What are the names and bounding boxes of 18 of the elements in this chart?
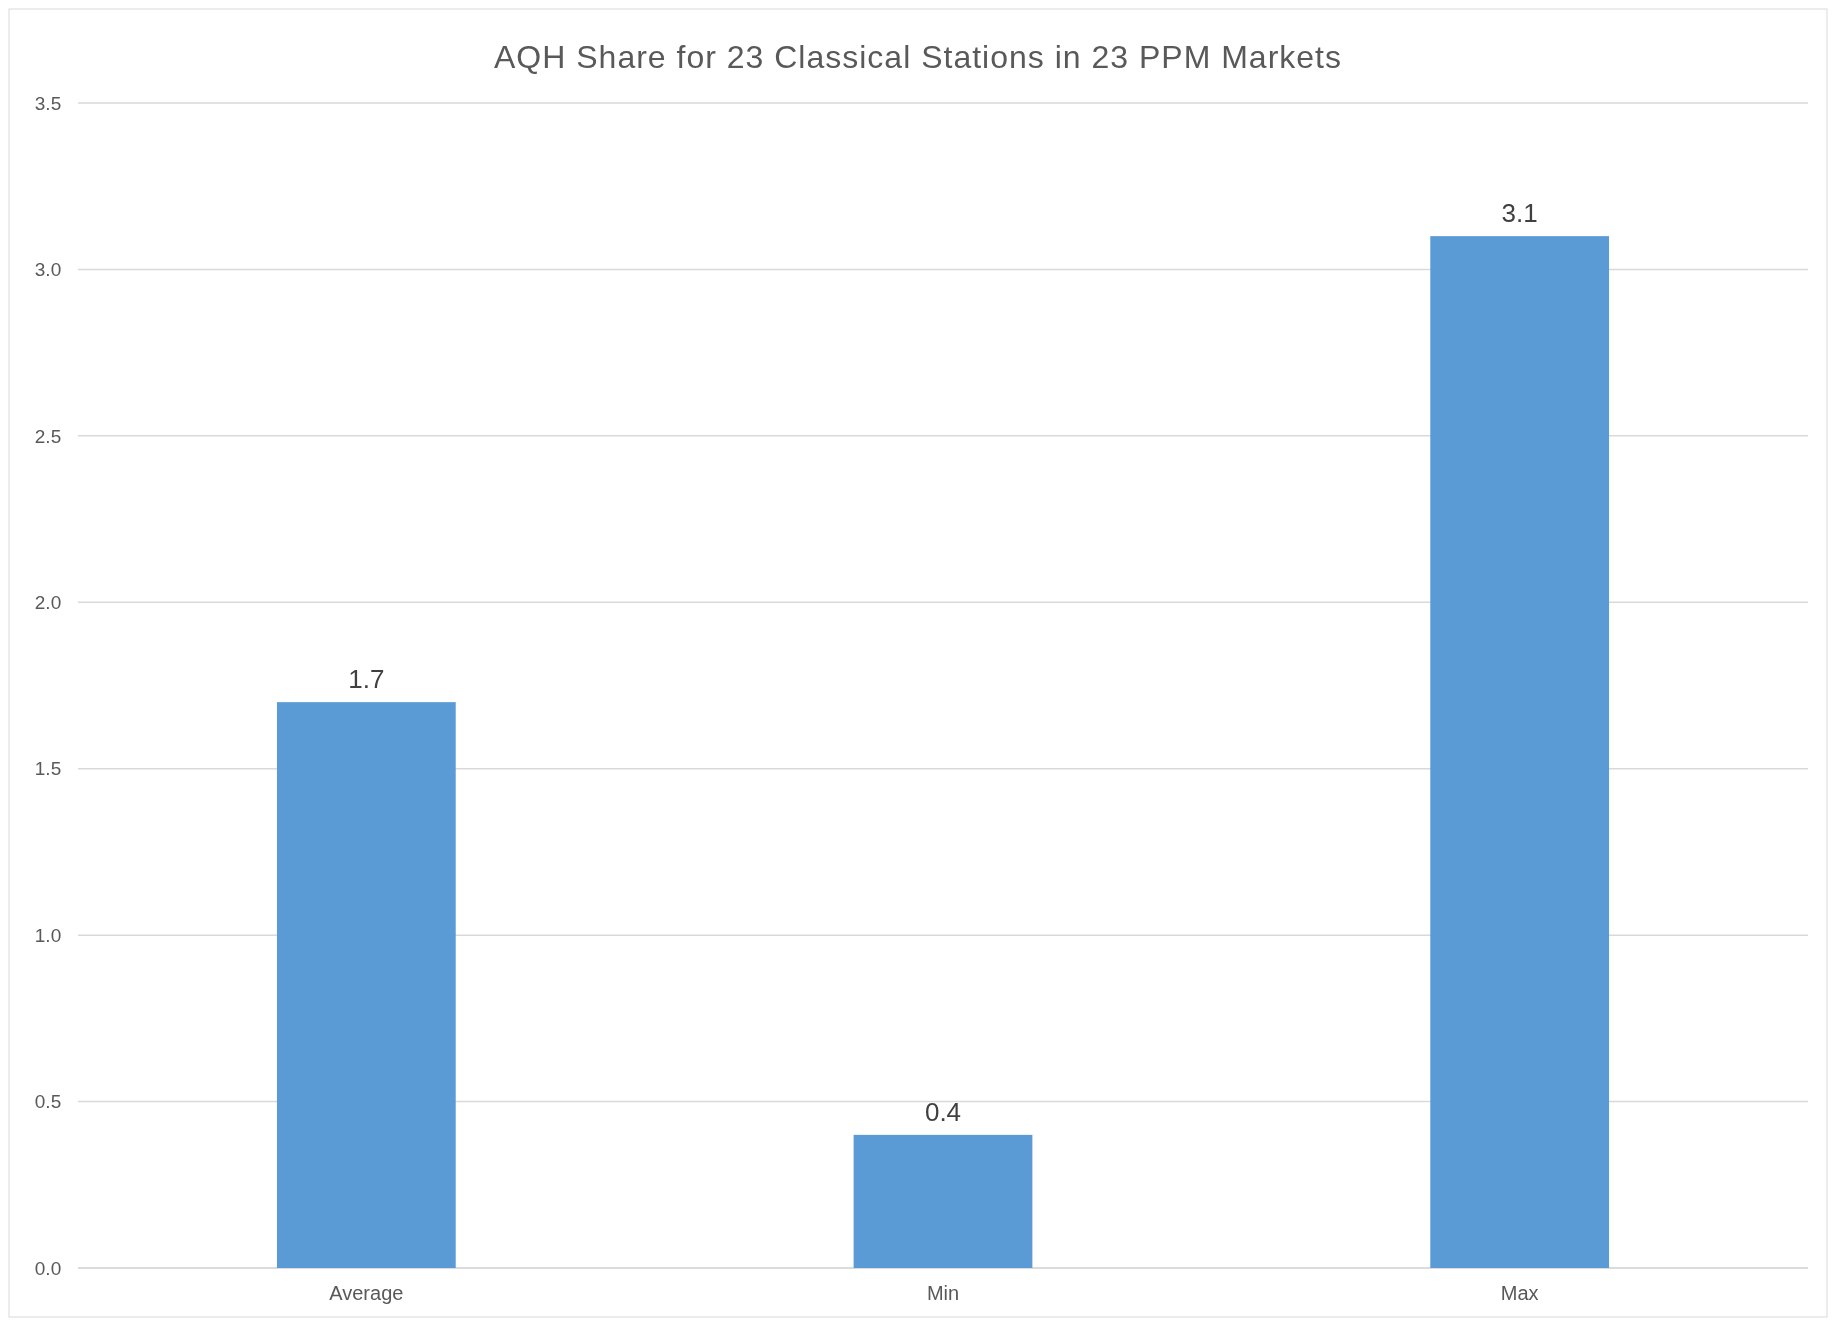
y-tick-label: 3.5 xyxy=(34,92,62,114)
data-label: 0.4 xyxy=(924,1096,962,1127)
y-tick-label: 1.0 xyxy=(34,924,62,946)
data-label: 1.7 xyxy=(348,664,385,695)
x-tick-label: Max xyxy=(1500,1282,1539,1304)
bar xyxy=(276,702,456,1268)
x-tick-label: Average xyxy=(329,1282,404,1304)
y-tick-label: 2.0 xyxy=(34,591,62,613)
bar xyxy=(853,1134,1033,1268)
data-label: 3.1 xyxy=(1501,198,1538,229)
y-tick-label: 1.5 xyxy=(34,758,62,780)
y-tick-label: 3.0 xyxy=(34,259,62,281)
y-tick-label: 2.5 xyxy=(34,425,62,447)
y-tick-label: 0.5 xyxy=(34,1091,62,1113)
chart-title: AQH Share for 23 Classical Stations in 23 PPM Markets xyxy=(494,39,1342,75)
bar xyxy=(1430,236,1610,1268)
y-tick-label: 0.0 xyxy=(34,1257,62,1279)
x-tick-label: Min xyxy=(926,1282,960,1304)
